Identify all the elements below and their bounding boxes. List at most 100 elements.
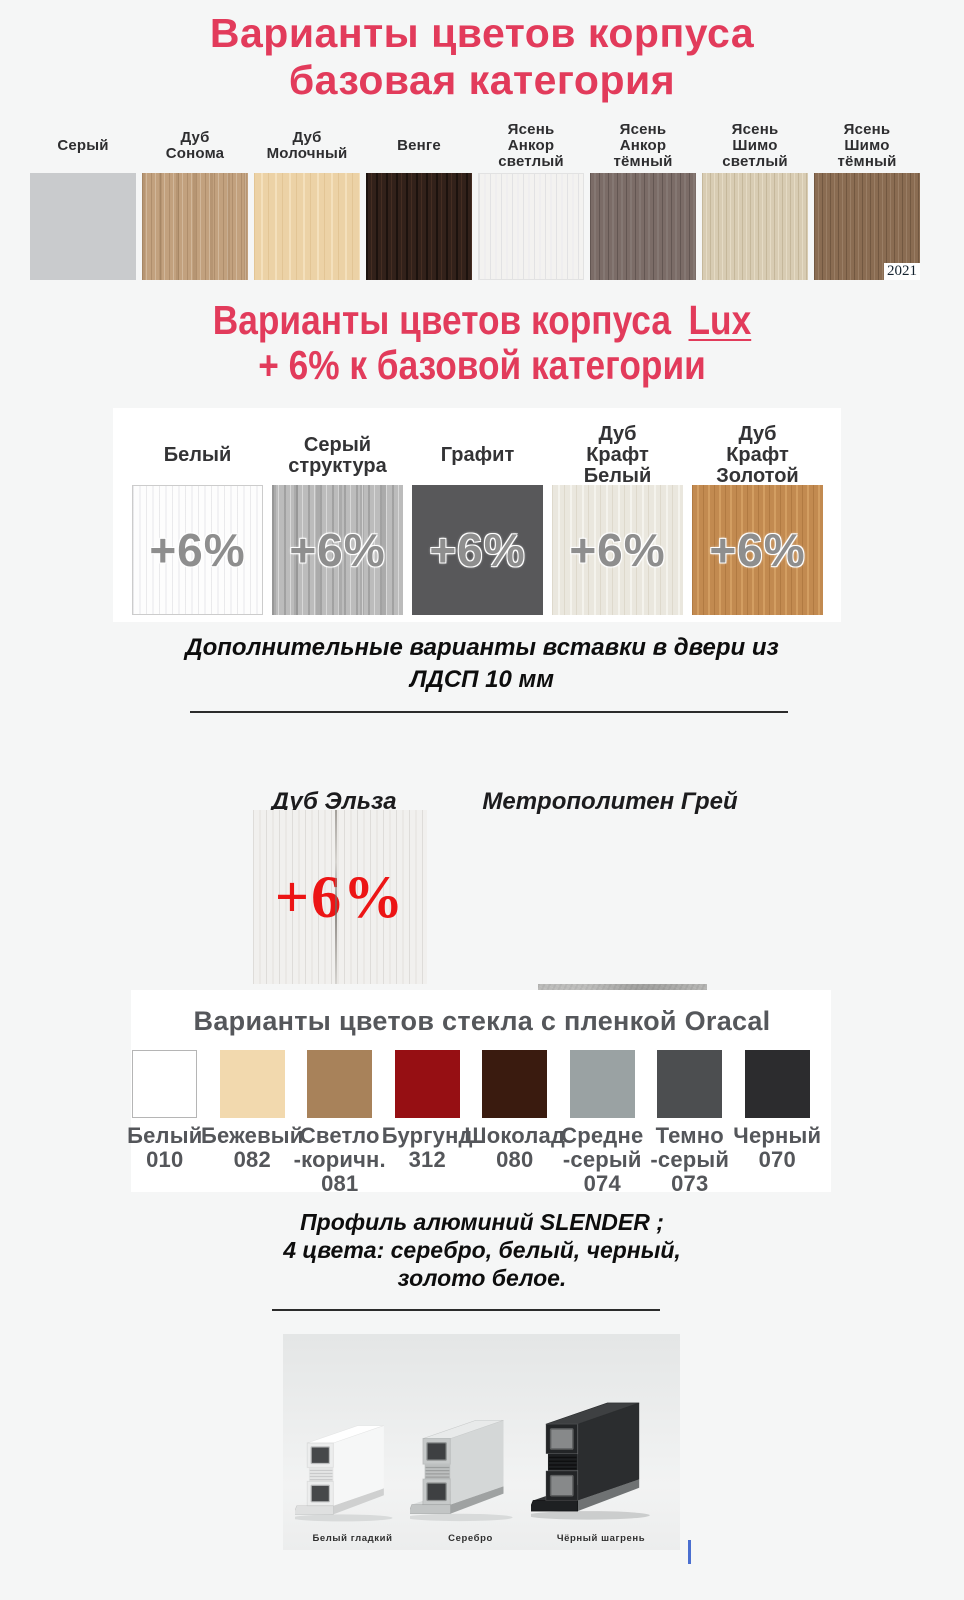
base-title-line2: базовая категория [288,57,676,103]
lux-title-line1: Варианты цветов корпуса Lux [67,298,896,343]
swatch-color-sample [657,1050,723,1118]
aluminum-profile-white-icon [295,1425,393,1522]
swatch-label: Бежевый 082 [200,1123,304,1172]
swatch-shokolad-080: Шоколад 080 [464,1050,565,1172]
swatch-label: Белый 010 [127,1123,203,1172]
swatch-color-sample: 2021 [814,173,920,280]
swatch-color-sample [132,1050,198,1118]
swatch-sredne-seryy-074: Средне -серый 074 [559,1050,647,1196]
base-swatch-row: Серый Дуб Сонома Дуб Молочный Венге Ясен… [30,118,920,280]
swatch-seryy-struktura: Серый структура +6% [272,428,403,615]
swatch-belyy-lux: Белый +6% [132,428,263,615]
swatch-label-metropoliten-grey: Метрополитен Грей [482,788,738,815]
swatch-color-sample [478,173,584,280]
swatch-color-sample [30,173,136,280]
lux-title-word: Lux [688,297,752,343]
swatch-color-sample [702,173,808,280]
plus6-badge: +6% [289,524,386,576]
swatch-color-sample [394,1050,460,1118]
swatch-label: Дуб Крафт Белый [583,423,652,487]
aluminum-profile-silver-icon [410,1419,513,1522]
swatch-color-sample: +6% [692,485,823,615]
profile-photo: Белый гладкий Серебро [283,1334,680,1550]
ldsp-section-heading: Дополнительные варианты вставки в двери … [185,634,779,693]
swatch-color-sample: +6% [132,485,263,615]
swatch-color-sample [366,173,472,280]
swatch-color-sample [569,1050,635,1118]
swatch-grafit: Графит +6% [412,428,543,615]
swatch-color-sample: +6% [552,485,683,615]
swatch-label: Светло -коричн. 081 [293,1123,386,1196]
swatch-yasen-ankor-svetlyy: Ясень Анкор светлый [478,118,584,280]
text-cursor [688,1540,691,1564]
swatch-label: Темно -серый 073 [650,1123,730,1196]
lux-swatch-row: Белый +6% Серый структура +6% Графит +6%… [132,423,823,615]
swatch-dub-elza: +6% [253,810,427,984]
swatch-belyy-010: Белый 010 [121,1050,209,1172]
swatch-label: Шоколад 080 [464,1123,566,1172]
swatch-color-sample [744,1050,810,1118]
swatch-yasen-shimo-temnyy: Ясень Шимо тёмный 2021 [814,118,920,280]
year-watermark: 2021 [884,263,920,280]
swatch-label: Бургунд 312 [381,1123,473,1172]
swatch-bezhevyy-082: Бежевый 082 [201,1050,303,1172]
profile-black: Чёрный шагрень [531,1383,671,1550]
profile-label: Серебро [448,1533,493,1544]
swatch-burgund-312: Бургунд 312 [381,1050,473,1172]
swatch-color-sample: +6% [412,485,543,615]
lux-section-title: Варианты цветов корпуса Lux + 6% к базов… [67,298,896,388]
lux-title-line2: + 6% к базовой категории [258,342,706,388]
swatch-color-sample [219,1050,285,1118]
swatch-label: Серый структура [288,433,387,477]
profile-white: Белый гладкий [295,1409,410,1550]
swatch-color-sample [307,1050,373,1118]
lux-title-prefix: Варианты цветов корпуса [212,297,671,343]
swatch-label: Средне -серый 074 [561,1123,644,1196]
swatch-yasen-ankor-temnyy: Ясень Анкор тёмный [590,118,696,280]
oracal-section-title: Варианты цветов стекла с пленкой Oracal [193,1006,771,1036]
profile-label: Белый гладкий [312,1533,393,1544]
base-title-line1: Варианты цветов корпуса [209,10,755,56]
swatch-color-sample [590,173,696,280]
swatch-label: Дуб Сонома [165,128,225,162]
swatch-seryy: Серый [30,118,136,280]
swatch-svetlo-korichn-081: Светло -коричн. 081 [293,1050,386,1196]
swatch-label: Дуб Молочный [266,128,348,162]
swatch-chernyy-070: Черный 070 [733,1050,822,1172]
swatch-dub-molochnyy: Дуб Молочный [254,118,360,280]
ldsp-divider-line [190,711,788,713]
oracal-swatch-row: Белый 010 Бежевый 082 Светло -коричн. 08… [121,1050,821,1196]
profile-silver: Серебро [410,1403,531,1550]
slender-section-heading: Профиль алюминий SLENDER ; 4 цвета: сере… [283,1209,681,1291]
swatch-label: Серый [57,136,109,154]
swatch-label: Ясень Анкор тёмный [613,120,673,170]
plus6-badge: +6% [429,524,526,576]
swatch-color-sample: +6% [272,485,403,615]
swatch-label: Ясень Анкор светлый [498,120,564,170]
swatch-label: Ясень Шимо светлый [722,120,788,170]
plus6-badge: +6% [149,524,246,576]
swatch-label: Черный 070 [733,1123,822,1172]
swatch-yasen-shimo-svetlyy: Ясень Шимо светлый [702,118,808,280]
swatch-label: Венге [397,136,441,154]
swatch-color-sample [482,1050,548,1118]
swatch-label: Ясень Шимо тёмный [837,120,897,170]
swatch-color-sample [142,173,248,280]
swatch-dub-kraft-belyy: Дуб Крафт Белый +6% [552,423,683,615]
swatch-venge: Венге [366,118,472,280]
plus6-badge-red: +6% [274,863,406,930]
swatch-dub-sonoma: Дуб Сонома [142,118,248,280]
slender-divider-line [272,1309,660,1311]
profile-label: Чёрный шагрень [556,1533,646,1544]
swatch-label: Графит [440,444,515,466]
plus6-badge: +6% [709,524,806,576]
swatch-label: Белый [163,444,232,466]
swatch-temno-seryy-073: Темно -серый 073 [646,1050,734,1196]
swatch-label: Дуб Крафт Золотой [716,423,799,487]
base-section-title: Варианты цветов корпуса базовая категори… [0,10,964,104]
swatch-color-sample [254,173,360,280]
aluminum-profile-black-icon [531,1402,650,1520]
swatch-dub-kraft-zolotoy: Дуб Крафт Золотой +6% [692,423,823,615]
plus6-badge: +6% [569,524,666,576]
